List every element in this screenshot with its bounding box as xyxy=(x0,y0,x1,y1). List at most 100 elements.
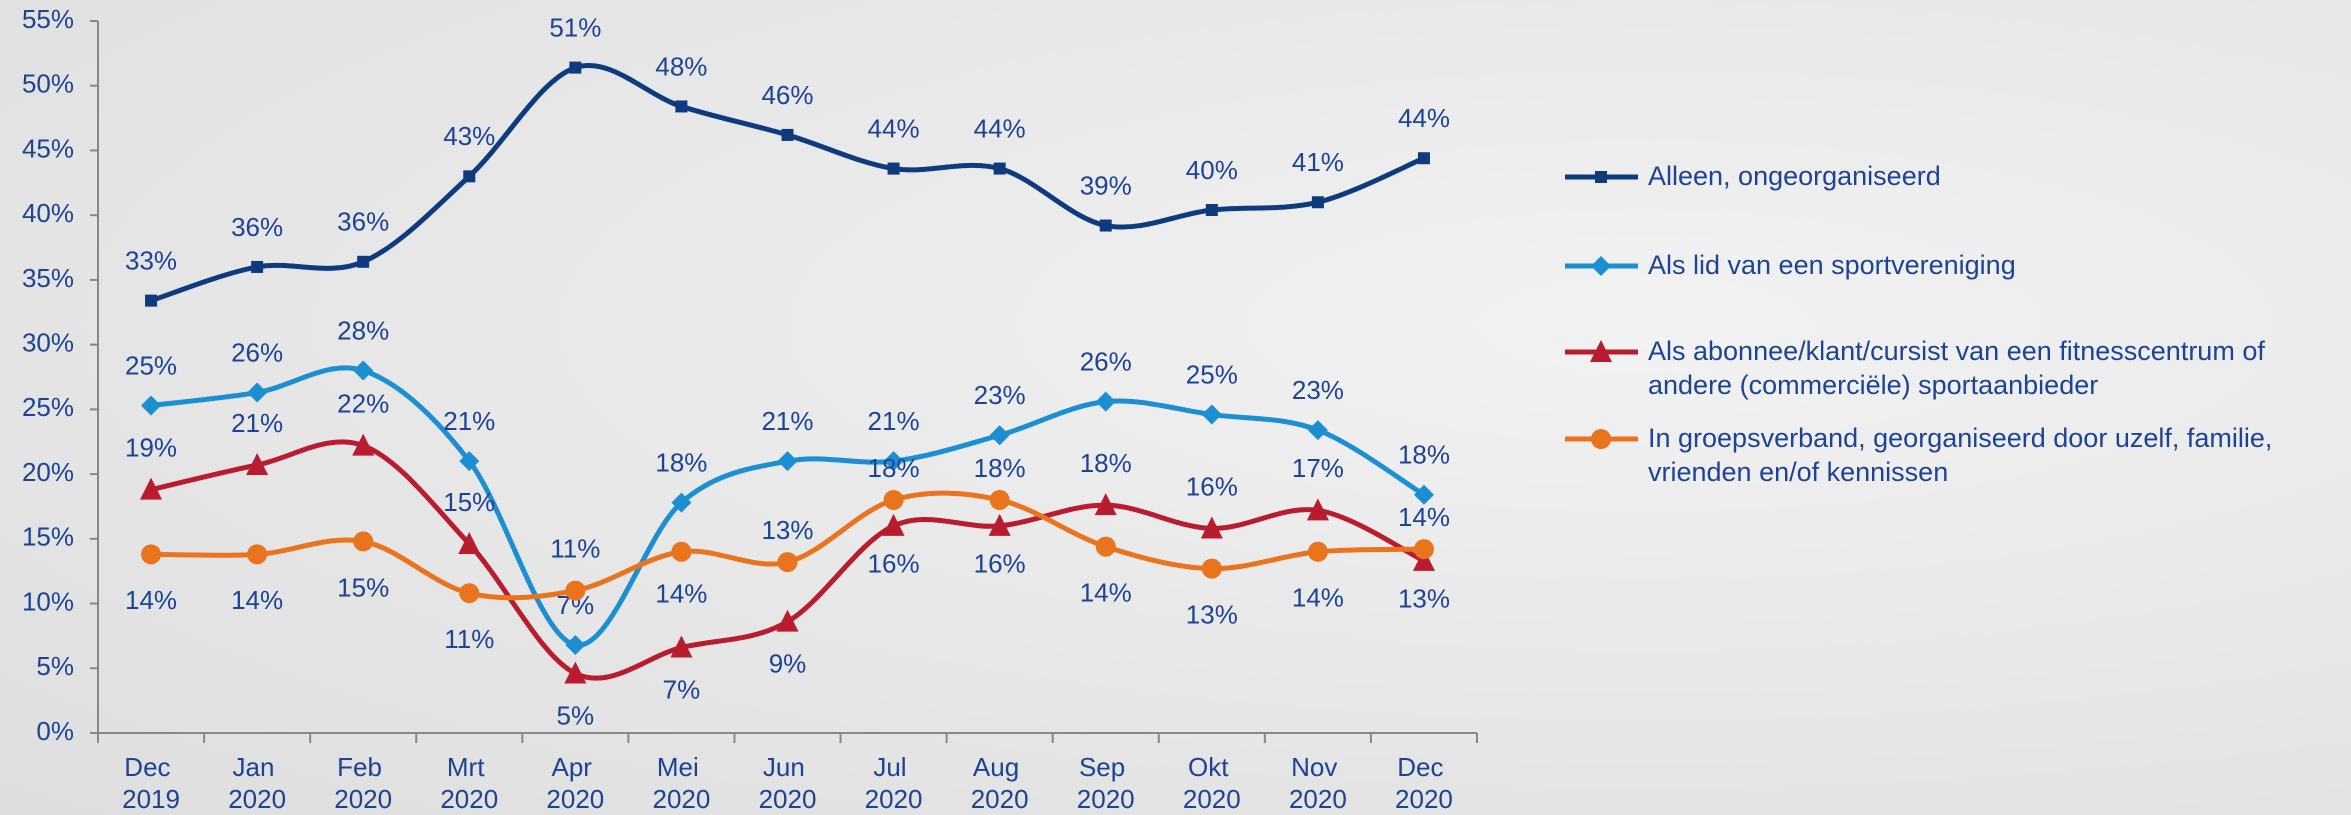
data-label: 14% xyxy=(655,579,707,609)
marker xyxy=(777,451,798,472)
marker xyxy=(887,162,900,175)
x-tick-label: Dec 2020 xyxy=(1395,752,1453,814)
marker xyxy=(883,489,904,510)
y-tick-label: 25% xyxy=(22,392,74,422)
marker xyxy=(141,395,162,416)
data-label: 25% xyxy=(1186,359,1238,389)
data-label: 11% xyxy=(550,533,600,563)
data-label: 36% xyxy=(231,212,283,242)
x-tick-label: Feb 2020 xyxy=(334,752,392,814)
marker xyxy=(1311,196,1324,209)
data-label: 11% xyxy=(444,624,494,654)
data-label: 21% xyxy=(761,406,813,436)
y-tick-label: 45% xyxy=(22,133,74,163)
data-label: 28% xyxy=(337,315,389,345)
data-label: 14% xyxy=(1398,502,1450,532)
y-tick-label: 40% xyxy=(22,198,74,228)
data-label: 17% xyxy=(1292,453,1344,483)
legend-label: Alleen, ongeorganiseerd xyxy=(1648,161,1941,191)
marker xyxy=(1412,548,1435,571)
marker xyxy=(1201,404,1222,425)
marker xyxy=(989,489,1010,510)
data-label: 40% xyxy=(1186,155,1238,185)
y-tick-label: 30% xyxy=(22,328,74,358)
marker xyxy=(565,634,586,655)
data-label: 16% xyxy=(974,549,1026,579)
marker xyxy=(564,661,587,684)
data-label: 44% xyxy=(868,113,920,143)
marker xyxy=(1094,493,1117,516)
marker xyxy=(246,453,269,476)
marker xyxy=(882,513,905,536)
marker xyxy=(675,100,688,113)
legend-marker xyxy=(1590,340,1612,362)
data-label: 13% xyxy=(1398,584,1450,614)
marker xyxy=(145,294,158,307)
marker xyxy=(777,552,798,573)
marker xyxy=(1095,391,1116,412)
marker xyxy=(776,609,799,632)
data-label: 41% xyxy=(1292,147,1344,177)
data-label: 7% xyxy=(663,674,701,704)
x-tick-label: Jan 2020 xyxy=(228,752,286,814)
data-label: 43% xyxy=(443,121,495,151)
data-label: 13% xyxy=(761,515,813,545)
legend-label: Als abonnee/klant/cursist van een fitnes… xyxy=(1648,336,2265,400)
marker xyxy=(458,531,481,554)
data-label: 14% xyxy=(1080,577,1132,607)
data-label: 46% xyxy=(761,80,813,110)
data-label: 15% xyxy=(337,572,389,602)
marker xyxy=(1205,204,1218,217)
data-label: 9% xyxy=(769,649,807,679)
marker xyxy=(352,433,375,456)
data-label: 16% xyxy=(1186,471,1238,501)
data-label: 36% xyxy=(337,207,389,237)
legend-marker xyxy=(1595,171,1607,183)
data-label: 21% xyxy=(443,406,495,436)
x-tick-label: Nov 2020 xyxy=(1289,752,1347,814)
marker xyxy=(251,260,264,273)
marker xyxy=(670,635,693,658)
marker xyxy=(883,451,904,472)
marker xyxy=(1413,539,1434,560)
data-label: 18% xyxy=(868,453,920,483)
data-label: 14% xyxy=(125,585,177,615)
legend-label: In groepsverband, georganiseerd door uze… xyxy=(1648,423,2273,487)
marker xyxy=(247,544,268,565)
data-label: 33% xyxy=(125,245,177,275)
data-label: 18% xyxy=(1398,440,1450,470)
marker xyxy=(989,425,1010,446)
marker xyxy=(569,61,582,74)
y-tick-label: 5% xyxy=(36,651,74,681)
x-tick-label: Apr 2020 xyxy=(546,752,604,814)
marker xyxy=(781,128,794,141)
data-label: 18% xyxy=(655,447,707,477)
marker xyxy=(357,255,370,268)
y-tick-label: 55% xyxy=(22,4,74,34)
data-label: 15% xyxy=(443,487,495,517)
y-tick-label: 50% xyxy=(22,69,74,99)
marker xyxy=(993,162,1006,175)
marker xyxy=(353,531,374,552)
x-tick-label: Okt 2020 xyxy=(1183,752,1241,814)
data-label: 25% xyxy=(125,350,177,380)
y-tick-label: 10% xyxy=(22,586,74,616)
marker xyxy=(1306,498,1329,521)
data-label: 16% xyxy=(868,549,920,579)
data-label: 39% xyxy=(1080,170,1132,200)
data-label: 26% xyxy=(1080,346,1132,376)
data-label: 21% xyxy=(231,408,283,438)
marker xyxy=(565,580,586,601)
data-label: 44% xyxy=(1398,103,1450,133)
x-tick-label: Dec 2019 xyxy=(122,752,180,814)
x-tick-label: Mrt 2020 xyxy=(440,752,498,814)
legend-label: Als lid van een sportvereniging xyxy=(1648,250,2016,280)
marker xyxy=(1201,558,1222,579)
marker xyxy=(140,477,163,500)
data-label: 22% xyxy=(337,388,389,418)
marker xyxy=(459,583,480,604)
marker xyxy=(988,513,1011,536)
data-label: 14% xyxy=(1292,583,1344,613)
y-tick-label: 0% xyxy=(36,716,74,746)
